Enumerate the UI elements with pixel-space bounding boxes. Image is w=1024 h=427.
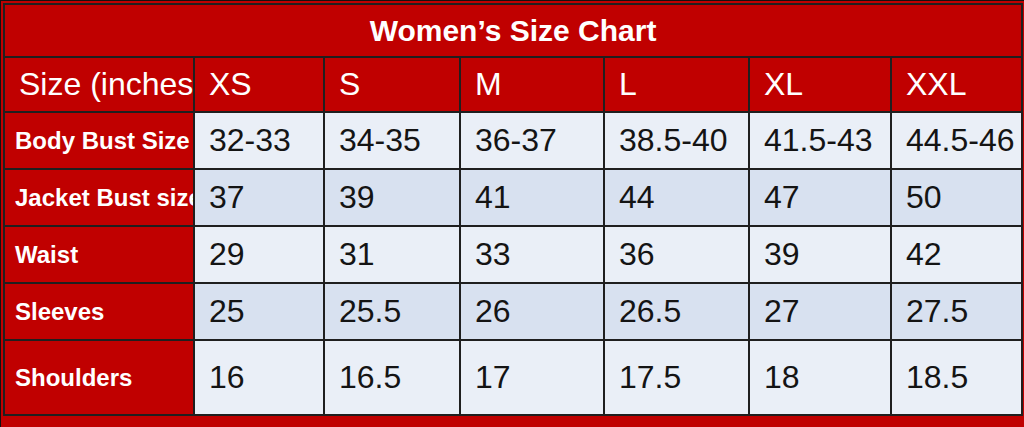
size-value-cell: 44.5-46 [891, 112, 1022, 169]
column-header-xxl: XXL [891, 57, 1022, 112]
size-value-cell: 26 [460, 283, 604, 340]
column-header-s: S [324, 57, 460, 112]
title-row: Women’s Size Chart [4, 4, 1022, 57]
chart-title: Women’s Size Chart [4, 4, 1022, 57]
size-value-cell: 38.5-40 [604, 112, 749, 169]
row-label-cell: Waist [4, 226, 194, 283]
column-header-size-inches: Size (inches) [4, 57, 194, 112]
womens-size-chart-table: Women’s Size Chart Size (inches) XS S M … [3, 3, 1023, 416]
column-header-xl: XL [749, 57, 891, 112]
size-value-cell: 27.5 [891, 283, 1022, 340]
row-label-cell: Shoulders [4, 340, 194, 415]
column-header-l: L [604, 57, 749, 112]
table-row-shoulders: Shoulders 16 16.5 17 17.5 18 18.5 [4, 340, 1022, 415]
size-value-cell: 16 [194, 340, 324, 415]
size-value-cell: 17 [460, 340, 604, 415]
size-value-cell: 25.5 [324, 283, 460, 340]
size-value-cell: 41.5-43 [749, 112, 891, 169]
size-value-cell: 18.5 [891, 340, 1022, 415]
column-header-m: M [460, 57, 604, 112]
row-label-cell: Jacket Bust size [4, 169, 194, 226]
table-row-body-bust-size: Body Bust Size 32-33 34-35 36-37 38.5-40… [4, 112, 1022, 169]
column-header-xs: XS [194, 57, 324, 112]
size-value-cell: 34-35 [324, 112, 460, 169]
table-row-waist: Waist 29 31 33 36 39 42 [4, 226, 1022, 283]
size-value-cell: 44 [604, 169, 749, 226]
size-value-cell: 32-33 [194, 112, 324, 169]
size-value-cell: 26.5 [604, 283, 749, 340]
size-value-cell: 27 [749, 283, 891, 340]
size-value-cell: 39 [749, 226, 891, 283]
row-label-cell: Sleeves [4, 283, 194, 340]
table-row-jacket-bust-size: Jacket Bust size 37 39 41 44 47 50 [4, 169, 1022, 226]
size-value-cell: 29 [194, 226, 324, 283]
size-value-cell: 39 [324, 169, 460, 226]
size-value-cell: 33 [460, 226, 604, 283]
size-value-cell: 25 [194, 283, 324, 340]
column-header-row: Size (inches) XS S M L XL XXL [4, 57, 1022, 112]
table-row-sleeves: Sleeves 25 25.5 26 26.5 27 27.5 [4, 283, 1022, 340]
size-value-cell: 16.5 [324, 340, 460, 415]
size-value-cell: 18 [749, 340, 891, 415]
size-value-cell: 47 [749, 169, 891, 226]
size-value-cell: 50 [891, 169, 1022, 226]
size-value-cell: 17.5 [604, 340, 749, 415]
table-head: Women’s Size Chart Size (inches) XS S M … [4, 4, 1022, 112]
size-value-cell: 36 [604, 226, 749, 283]
size-value-cell: 36-37 [460, 112, 604, 169]
row-label-cell: Body Bust Size [4, 112, 194, 169]
size-value-cell: 41 [460, 169, 604, 226]
table-body: Body Bust Size 32-33 34-35 36-37 38.5-40… [4, 112, 1022, 415]
size-value-cell: 37 [194, 169, 324, 226]
size-chart-page: { "title": "Women\u2019s Size Chart", "c… [0, 0, 1024, 427]
size-value-cell: 42 [891, 226, 1022, 283]
size-value-cell: 31 [324, 226, 460, 283]
